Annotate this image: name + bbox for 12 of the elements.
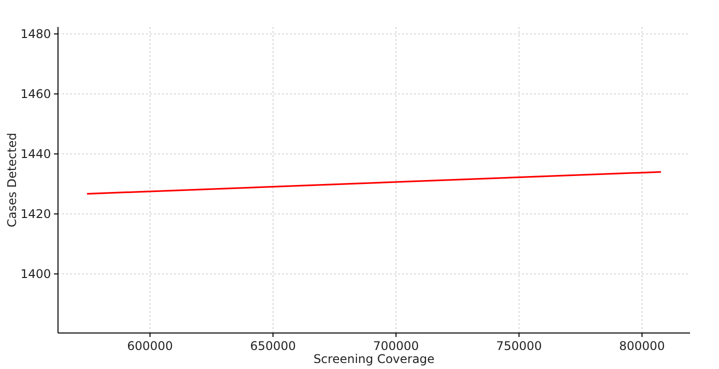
y-tick-label: 1400 [20,267,51,282]
x-tick-label: 650000 [250,339,296,353]
y-axis-title: Cases Detected [5,132,19,228]
x-tick-label: 600000 [127,339,173,353]
y-tick-label: 1440 [20,147,51,162]
x-axis-title: Screening Coverage [313,352,435,366]
x-tick-label: 700000 [373,339,419,353]
y-tick-label: 1420 [20,207,51,222]
x-tick-label: 750000 [496,339,542,353]
y-tick-label: 1460 [20,87,51,102]
y-tick-label: 1480 [20,27,51,42]
x-tick-label: 800000 [619,339,665,353]
